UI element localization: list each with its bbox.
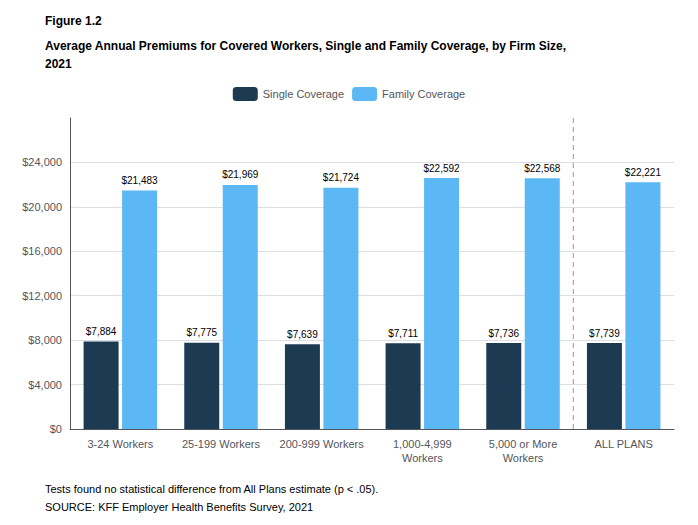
svg-text:Tests found no statistical dif: Tests found no statistical difference fr… xyxy=(45,483,378,495)
svg-text:SOURCE: KFF Employer Health Be: SOURCE: KFF Employer Health Benefits Sur… xyxy=(45,501,313,513)
svg-text:3-24 Workers: 3-24 Workers xyxy=(87,438,153,450)
svg-text:$7,775: $7,775 xyxy=(186,327,217,338)
svg-text:1,000-4,999: 1,000-4,999 xyxy=(393,438,452,450)
svg-text:$7,739: $7,739 xyxy=(589,328,620,339)
svg-text:$22,592: $22,592 xyxy=(424,163,461,174)
svg-text:$21,724: $21,724 xyxy=(323,172,360,183)
svg-text:$7,736: $7,736 xyxy=(488,328,519,339)
svg-text:$0: $0 xyxy=(50,423,62,435)
svg-text:$8,000: $8,000 xyxy=(28,334,62,346)
svg-text:$21,969: $21,969 xyxy=(222,169,259,180)
svg-text:ALL PLANS: ALL PLANS xyxy=(595,438,653,450)
svg-text:$16,000: $16,000 xyxy=(22,245,62,257)
svg-text:25-199 Workers: 25-199 Workers xyxy=(182,438,261,450)
svg-text:$12,000: $12,000 xyxy=(22,290,62,302)
svg-text:Figure 1.2: Figure 1.2 xyxy=(45,14,102,28)
svg-text:2021: 2021 xyxy=(45,57,72,71)
svg-text:200-999 Workers: 200-999 Workers xyxy=(280,438,365,450)
svg-text:5,000 or More: 5,000 or More xyxy=(489,438,557,450)
svg-text:$7,639: $7,639 xyxy=(287,329,318,340)
svg-text:$20,000: $20,000 xyxy=(22,201,62,213)
svg-text:Average Annual Premiums for Co: Average Annual Premiums for Covered Work… xyxy=(45,39,566,53)
svg-text:$22,221: $22,221 xyxy=(625,167,662,178)
svg-text:Workers: Workers xyxy=(402,452,443,464)
svg-text:Single Coverage: Single Coverage xyxy=(263,88,344,100)
svg-text:$7,884: $7,884 xyxy=(86,326,117,337)
svg-text:Family Coverage: Family Coverage xyxy=(382,88,465,100)
svg-text:$21,483: $21,483 xyxy=(122,175,159,186)
svg-text:$22,568: $22,568 xyxy=(524,163,561,174)
svg-text:Workers: Workers xyxy=(503,452,544,464)
svg-text:$24,000: $24,000 xyxy=(22,156,62,168)
svg-text:$4,000: $4,000 xyxy=(28,379,62,391)
svg-text:$7,711: $7,711 xyxy=(388,328,418,339)
